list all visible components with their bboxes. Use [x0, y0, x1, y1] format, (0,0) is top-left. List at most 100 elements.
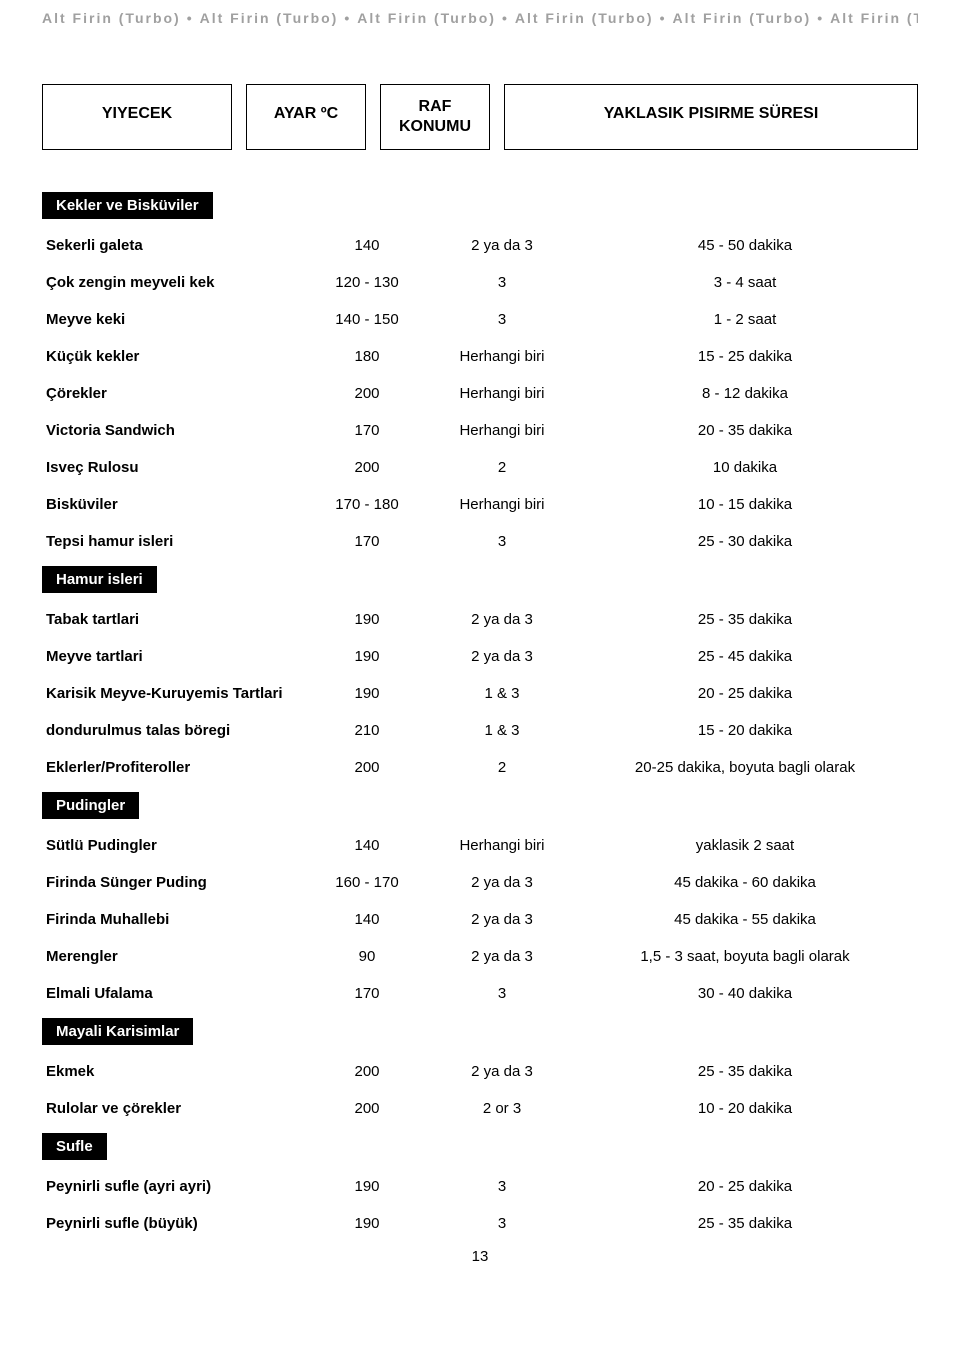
header-food: YIYECEK — [42, 84, 232, 150]
header-shelf: RAFKONUMU — [380, 84, 490, 150]
page: Alt Firin (Turbo)•Alt Firin (Turbo)•Alt … — [0, 0, 960, 1285]
time-cell: 20 - 25 dakika — [572, 675, 918, 712]
temp-cell: 140 — [302, 901, 432, 938]
temp-cell: 180 — [302, 338, 432, 375]
shelf-cell: 3 — [432, 1168, 572, 1205]
temp-cell: 190 — [302, 601, 432, 638]
time-cell: 25 - 30 dakika — [572, 523, 918, 560]
table-row: Çok zengin meyveli kek120 - 13033 - 4 sa… — [42, 264, 918, 301]
temp-cell: 210 — [302, 712, 432, 749]
food-cell: Karisik Meyve-Kuruyemis Tartlari — [42, 675, 302, 712]
table-row: Peynirli sufle (büyük)190325 - 35 dakika — [42, 1205, 918, 1242]
time-cell: 45 - 50 dakika — [572, 227, 918, 264]
temp-cell: 200 — [302, 749, 432, 786]
table-row: Bisküviler170 - 180Herhangi biri10 - 15 … — [42, 486, 918, 523]
table-row: Peynirli sufle (ayri ayri)190320 - 25 da… — [42, 1168, 918, 1205]
running-header-segment: Alt Firin (Turbo) — [42, 10, 181, 26]
temp-cell: 170 — [302, 975, 432, 1012]
time-cell: yaklasik 2 saat — [572, 827, 918, 864]
running-header-segment: Alt Firin (Turbo) — [200, 10, 339, 26]
food-cell: Merengler — [42, 938, 302, 975]
table-row: Meyve tartlari1902 ya da 325 - 45 dakika — [42, 638, 918, 675]
time-cell: 1 - 2 saat — [572, 301, 918, 338]
running-header-segment: Alt Firin (Turbo) — [357, 10, 496, 26]
food-cell: Sütlü Pudingler — [42, 827, 302, 864]
shelf-cell: Herhangi biri — [432, 412, 572, 449]
temp-cell: 190 — [302, 638, 432, 675]
food-cell: Bisküviler — [42, 486, 302, 523]
section-label: Hamur isleri — [42, 566, 157, 593]
temp-cell: 170 — [302, 412, 432, 449]
column-headers: YIYECEK AYAR ºC RAFKONUMU YAKLASIK PISIR… — [42, 84, 918, 150]
time-cell: 25 - 45 dakika — [572, 638, 918, 675]
table-row: Sütlü Pudingler140Herhangi biriyaklasik … — [42, 827, 918, 864]
food-cell: Peynirli sufle (büyük) — [42, 1205, 302, 1242]
shelf-cell: 2 ya da 3 — [432, 1053, 572, 1090]
time-cell: 25 - 35 dakika — [572, 1205, 918, 1242]
running-header-separator: • — [338, 10, 357, 26]
table-row: dondurulmus talas böregi2101 & 315 - 20 … — [42, 712, 918, 749]
food-cell: Çörekler — [42, 375, 302, 412]
temp-cell: 90 — [302, 938, 432, 975]
shelf-cell: 2 ya da 3 — [432, 227, 572, 264]
temp-cell: 120 - 130 — [302, 264, 432, 301]
time-cell: 15 - 20 dakika — [572, 712, 918, 749]
table-row: Meyve keki140 - 15031 - 2 saat — [42, 301, 918, 338]
shelf-cell: Herhangi biri — [432, 375, 572, 412]
shelf-cell: 2 ya da 3 — [432, 901, 572, 938]
table-row: Elmali Ufalama170330 - 40 dakika — [42, 975, 918, 1012]
table-row: Tabak tartlari1902 ya da 325 - 35 dakika — [42, 601, 918, 638]
table-row: Ekmek2002 ya da 325 - 35 dakika — [42, 1053, 918, 1090]
food-cell: Tepsi hamur isleri — [42, 523, 302, 560]
time-cell: 25 - 35 dakika — [572, 601, 918, 638]
running-header-separator: • — [181, 10, 200, 26]
running-header: Alt Firin (Turbo)•Alt Firin (Turbo)•Alt … — [42, 0, 918, 56]
temp-cell: 160 - 170 — [302, 864, 432, 901]
section-table: Sütlü Pudingler140Herhangi biriyaklasik … — [42, 827, 918, 1012]
food-cell: Ekmek — [42, 1053, 302, 1090]
temp-cell: 200 — [302, 1090, 432, 1127]
temp-cell: 170 — [302, 523, 432, 560]
page-number: 13 — [42, 1242, 918, 1265]
running-header-segment: Alt Firin (Turbo) — [673, 10, 812, 26]
time-cell: 45 dakika - 60 dakika — [572, 864, 918, 901]
food-cell: Küçük kekler — [42, 338, 302, 375]
food-cell: Eklerler/Profiteroller — [42, 749, 302, 786]
time-cell: 45 dakika - 55 dakika — [572, 901, 918, 938]
food-cell: Firinda Sünger Puding — [42, 864, 302, 901]
table-row: Merengler902 ya da 31,5 - 3 saat, boyuta… — [42, 938, 918, 975]
section-label: Sufle — [42, 1133, 107, 1160]
section-table: Ekmek2002 ya da 325 - 35 dakikaRulolar v… — [42, 1053, 918, 1127]
running-header-separator: • — [811, 10, 830, 26]
shelf-cell: 2 ya da 3 — [432, 864, 572, 901]
running-header-separator: • — [496, 10, 515, 26]
sections-container: Kekler ve BisküvilerSekerli galeta1402 y… — [42, 186, 918, 1242]
food-cell: Firinda Muhallebi — [42, 901, 302, 938]
shelf-cell: 3 — [432, 1205, 572, 1242]
header-time: YAKLASIK PISIRME SÜRESI — [504, 84, 918, 150]
section-table: Tabak tartlari1902 ya da 325 - 35 dakika… — [42, 601, 918, 786]
table-row: Isveç Rulosu200210 dakika — [42, 449, 918, 486]
food-cell: Rulolar ve çörekler — [42, 1090, 302, 1127]
shelf-cell: Herhangi biri — [432, 486, 572, 523]
section-table: Sekerli galeta1402 ya da 345 - 50 dakika… — [42, 227, 918, 560]
food-cell: Meyve keki — [42, 301, 302, 338]
temp-cell: 140 - 150 — [302, 301, 432, 338]
time-cell: 10 - 20 dakika — [572, 1090, 918, 1127]
temp-cell: 200 — [302, 449, 432, 486]
time-cell: 25 - 35 dakika — [572, 1053, 918, 1090]
food-cell: dondurulmus talas böregi — [42, 712, 302, 749]
section-label: Kekler ve Bisküviler — [42, 192, 213, 219]
time-cell: 15 - 25 dakika — [572, 338, 918, 375]
time-cell: 8 - 12 dakika — [572, 375, 918, 412]
temp-cell: 140 — [302, 827, 432, 864]
shelf-cell: 2 — [432, 449, 572, 486]
food-cell: Sekerli galeta — [42, 227, 302, 264]
running-header-segment: Alt Firin (Turbo) — [830, 10, 918, 26]
time-cell: 10 - 15 dakika — [572, 486, 918, 523]
temp-cell: 200 — [302, 1053, 432, 1090]
temp-cell: 140 — [302, 227, 432, 264]
food-cell: Tabak tartlari — [42, 601, 302, 638]
table-row: Sekerli galeta1402 ya da 345 - 50 dakika — [42, 227, 918, 264]
time-cell: 30 - 40 dakika — [572, 975, 918, 1012]
